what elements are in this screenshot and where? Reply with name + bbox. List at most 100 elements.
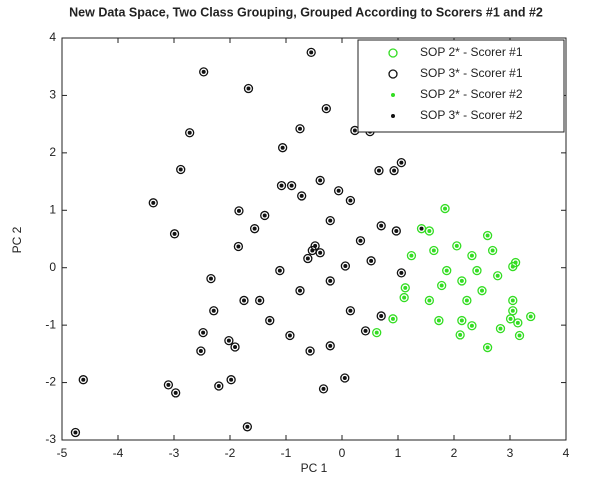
point [315, 175, 325, 186]
point [457, 276, 467, 286]
point [348, 198, 353, 203]
point [328, 218, 333, 223]
point [394, 228, 399, 233]
point [495, 273, 500, 278]
point [279, 183, 284, 188]
point [360, 326, 371, 336]
point [345, 195, 356, 206]
point [151, 200, 156, 205]
point [78, 375, 88, 385]
point [245, 424, 250, 429]
y-tick-label: -2 [45, 375, 56, 389]
point [255, 295, 265, 306]
point [236, 244, 241, 249]
point [318, 384, 329, 394]
point [246, 86, 251, 91]
x-tick-label: -3 [169, 446, 180, 460]
point [265, 315, 275, 326]
point [372, 327, 382, 338]
point [173, 390, 178, 395]
point [396, 268, 407, 278]
point [513, 260, 518, 265]
point [439, 283, 444, 288]
point [419, 226, 424, 231]
point [70, 427, 81, 438]
point [267, 318, 272, 323]
point [239, 295, 249, 306]
point [280, 145, 285, 150]
x-tick-label: 2 [451, 446, 458, 460]
point [515, 320, 520, 325]
point [73, 430, 78, 435]
point [514, 330, 525, 341]
point [226, 375, 236, 385]
point [285, 330, 295, 341]
point [376, 168, 381, 173]
point [306, 47, 316, 58]
point [477, 286, 487, 296]
point [206, 273, 216, 284]
legend-label: SOP 2* - Scorer #1 [420, 45, 523, 59]
point [443, 206, 448, 211]
point [315, 248, 325, 258]
point [376, 311, 386, 321]
point [260, 210, 270, 221]
point [399, 270, 404, 275]
point [176, 164, 186, 175]
point [340, 261, 351, 271]
point [379, 313, 384, 318]
point [297, 191, 307, 201]
point [333, 186, 344, 196]
point [444, 268, 449, 273]
point [442, 265, 452, 276]
x-tick-label: -2 [225, 446, 236, 460]
y-axis-label: PC 2 [10, 226, 24, 253]
point [403, 285, 408, 290]
point [313, 243, 318, 248]
point [299, 193, 304, 198]
point [275, 265, 285, 276]
point [467, 251, 477, 261]
point [480, 288, 484, 293]
point [163, 380, 174, 390]
point [400, 283, 410, 293]
point [310, 241, 320, 251]
point [216, 384, 221, 389]
point [467, 321, 477, 331]
point [437, 280, 447, 291]
point [459, 318, 464, 323]
point [257, 298, 262, 303]
point [462, 295, 472, 306]
point [340, 373, 350, 383]
point [526, 311, 536, 322]
point [510, 264, 515, 269]
point [513, 318, 523, 328]
point [298, 288, 302, 293]
point [472, 265, 482, 276]
point [376, 221, 386, 231]
point [201, 330, 206, 335]
legend-marker [388, 48, 398, 58]
point [457, 315, 467, 326]
point [309, 50, 314, 55]
legend-label: SOP 2* - Scorer #2 [420, 87, 523, 101]
point [498, 326, 503, 331]
point [277, 268, 282, 273]
point [187, 130, 192, 135]
point [436, 318, 441, 323]
point [262, 213, 267, 218]
y-tick-label: 4 [49, 30, 56, 44]
point [233, 344, 238, 349]
point [440, 203, 450, 214]
point [355, 236, 366, 246]
point [303, 253, 313, 264]
point [249, 224, 260, 234]
point [318, 250, 323, 255]
point [214, 381, 224, 391]
point [321, 103, 331, 114]
point [295, 286, 305, 296]
point [198, 327, 208, 338]
point [490, 248, 495, 253]
point [348, 308, 353, 313]
point [358, 238, 363, 243]
